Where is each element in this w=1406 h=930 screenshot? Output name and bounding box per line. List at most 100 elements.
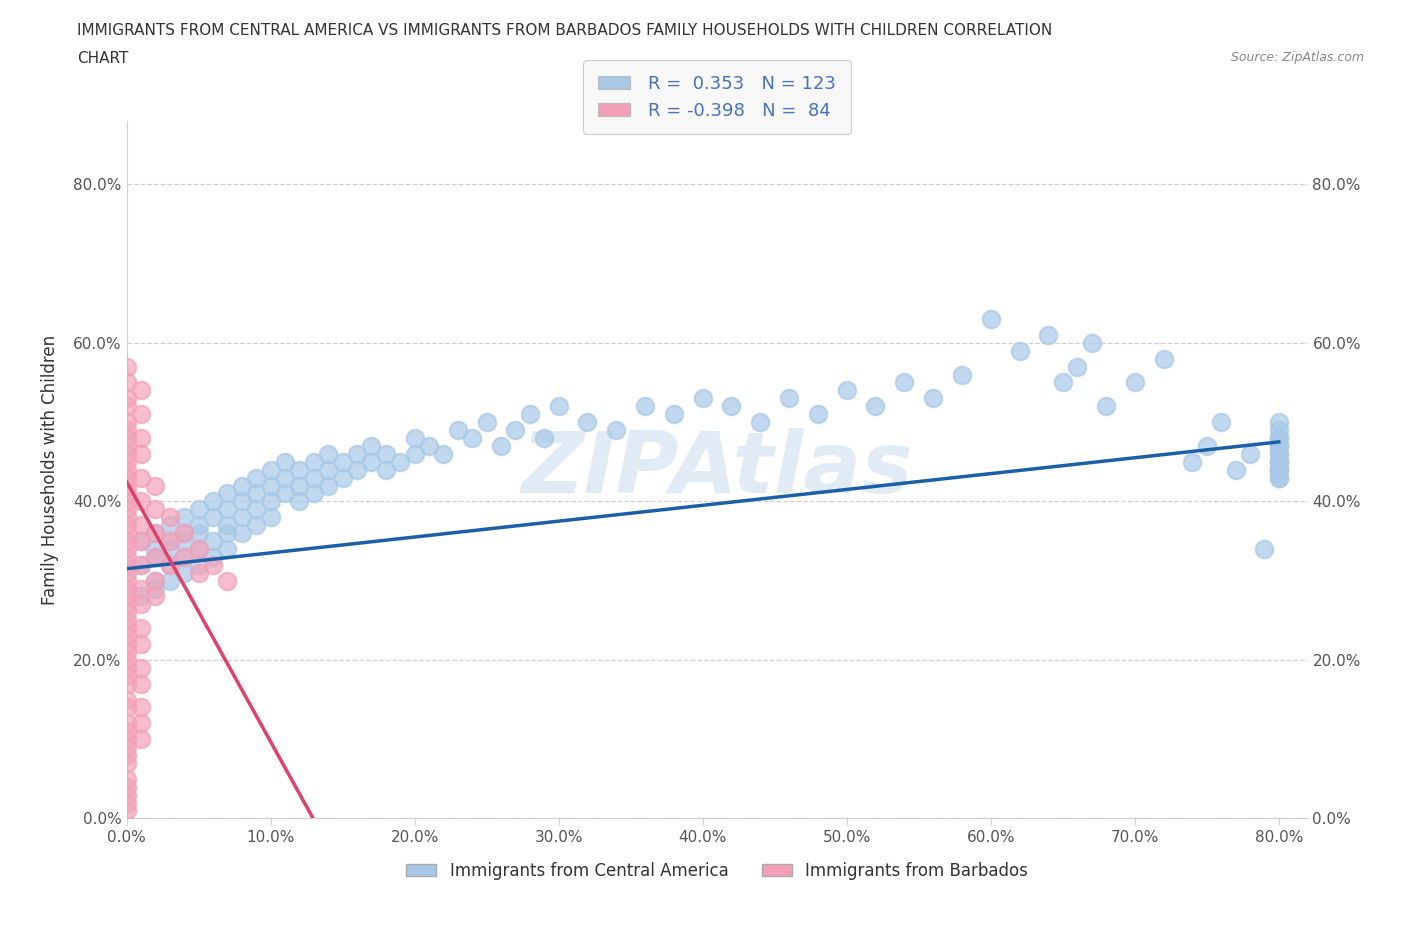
Point [115, 620, 138, 635]
Point [201, 494, 224, 509]
Point [187, 565, 209, 580]
Point [173, 525, 195, 540]
Point [245, 471, 267, 485]
Point [143, 550, 166, 565]
Point [231, 494, 253, 509]
Point [346, 446, 368, 461]
Point [143, 502, 166, 517]
Point [129, 676, 152, 691]
Point [302, 471, 325, 485]
Point [187, 518, 209, 533]
Point [332, 471, 354, 485]
Point [1268, 431, 1291, 445]
Point [374, 462, 396, 477]
Point [129, 636, 152, 651]
Point [115, 446, 138, 461]
Point [115, 510, 138, 525]
Point [274, 454, 297, 469]
Point [115, 653, 138, 668]
Point [1268, 422, 1291, 437]
Point [389, 454, 412, 469]
Point [129, 557, 152, 572]
Point [1268, 462, 1291, 477]
Point [1123, 375, 1146, 390]
Point [1268, 415, 1291, 430]
Point [143, 581, 166, 596]
Point [1153, 352, 1175, 366]
Point [115, 589, 138, 604]
Point [217, 502, 239, 517]
Point [115, 676, 138, 691]
Point [129, 518, 152, 533]
Point [288, 494, 311, 509]
Point [547, 399, 569, 414]
Point [1268, 471, 1291, 485]
Point [129, 597, 152, 612]
Point [115, 716, 138, 731]
Point [115, 399, 138, 414]
Point [835, 383, 858, 398]
Point [129, 589, 152, 604]
Point [115, 581, 138, 596]
Point [115, 415, 138, 430]
Point [115, 660, 138, 675]
Point [143, 550, 166, 565]
Point [143, 525, 166, 540]
Point [950, 367, 973, 382]
Point [245, 486, 267, 501]
Point [217, 518, 239, 533]
Point [143, 478, 166, 493]
Point [115, 779, 138, 794]
Point [129, 534, 152, 549]
Point [115, 359, 138, 374]
Point [129, 581, 152, 596]
Point [461, 431, 484, 445]
Point [245, 502, 267, 517]
Point [259, 478, 281, 493]
Point [505, 422, 527, 437]
Point [332, 454, 354, 469]
Point [129, 383, 152, 398]
Point [201, 510, 224, 525]
Point [533, 431, 555, 445]
Point [288, 462, 311, 477]
Point [274, 471, 297, 485]
Point [1268, 438, 1291, 453]
Point [1225, 462, 1247, 477]
Text: ZIPAtlas: ZIPAtlas [522, 428, 912, 512]
Point [519, 406, 541, 421]
Legend: Immigrants from Central America, Immigrants from Barbados: Immigrants from Central America, Immigra… [399, 856, 1035, 887]
Point [865, 399, 887, 414]
Point [231, 478, 253, 493]
Point [1268, 431, 1291, 445]
Text: Source: ZipAtlas.com: Source: ZipAtlas.com [1230, 51, 1364, 64]
Point [115, 629, 138, 644]
Point [115, 454, 138, 469]
Point [634, 399, 657, 414]
Point [720, 399, 742, 414]
Point [404, 446, 426, 461]
Point [1268, 454, 1291, 469]
Point [922, 391, 945, 405]
Point [159, 573, 181, 588]
Point [129, 557, 152, 572]
Point [1052, 375, 1074, 390]
Point [1268, 438, 1291, 453]
Point [115, 534, 138, 549]
Point [159, 534, 181, 549]
Point [115, 478, 138, 493]
Point [274, 486, 297, 501]
Text: CHART: CHART [77, 51, 129, 66]
Point [374, 446, 396, 461]
Point [778, 391, 800, 405]
Point [259, 494, 281, 509]
Point [115, 557, 138, 572]
Point [432, 446, 454, 461]
Point [115, 502, 138, 517]
Point [129, 446, 152, 461]
Point [418, 438, 440, 453]
Point [115, 732, 138, 747]
Point [360, 438, 382, 453]
Point [115, 471, 138, 485]
Point [201, 534, 224, 549]
